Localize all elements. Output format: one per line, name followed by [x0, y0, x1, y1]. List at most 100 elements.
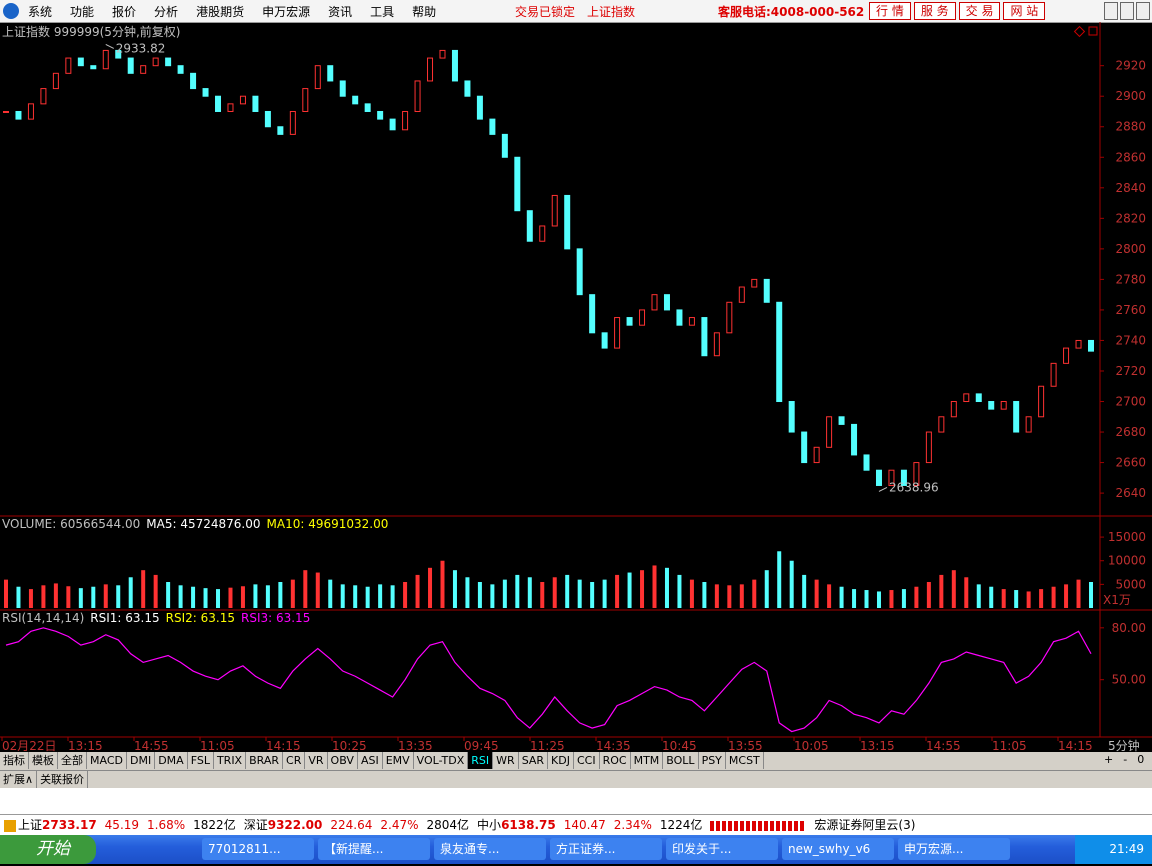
indicator-tab[interactable]: OBV — [328, 752, 358, 769]
y-tick-label: 2640 — [1115, 486, 1146, 500]
start-button[interactable]: 开始 — [0, 835, 96, 864]
candle — [539, 225, 546, 242]
volume-bar — [739, 584, 744, 608]
candle — [701, 317, 708, 357]
indicator-tab[interactable]: WR — [493, 752, 519, 769]
menu-item[interactable]: 报价 — [112, 5, 137, 19]
candle — [489, 118, 496, 135]
volume-bar — [901, 589, 906, 608]
volume-bar — [777, 551, 782, 608]
volume-bar — [714, 584, 719, 608]
volume-bar — [265, 585, 270, 608]
volume-bar — [353, 585, 358, 608]
volume-bar — [191, 586, 196, 608]
menu-item[interactable]: 分析 — [154, 5, 179, 19]
panel-control[interactable]: 0 — [1137, 753, 1145, 766]
volume-bar — [290, 579, 295, 608]
candle — [1038, 385, 1045, 418]
x-tick-label: 02月22日 — [2, 739, 57, 752]
low-label: 2638.96 — [889, 480, 939, 494]
indicator-tab[interactable]: TRIX — [214, 752, 247, 769]
indicator-tab[interactable]: CR — [283, 752, 306, 769]
task-button[interactable]: 方正证券... — [550, 838, 662, 860]
volume-bar — [590, 582, 595, 608]
menu-item[interactable]: 工具 — [370, 5, 395, 19]
sub-tab[interactable]: 扩展∧ — [0, 771, 38, 788]
candle — [27, 103, 34, 120]
task-button[interactable]: 【新提醒... — [318, 838, 430, 860]
indicator-tab[interactable]: FSL — [188, 752, 214, 769]
indicator-tab[interactable]: ROC — [600, 752, 631, 769]
volume-bar — [278, 582, 283, 608]
candle — [1063, 347, 1070, 364]
x-tick-label: 09:45 — [464, 739, 499, 752]
candle — [327, 65, 334, 82]
task-button[interactable]: 77012811... — [202, 838, 314, 860]
indicator-tab[interactable]: KDJ — [548, 752, 574, 769]
top-button[interactable]: 网 站 — [1003, 2, 1046, 20]
market-change: 224.64 — [330, 818, 373, 832]
close[interactable] — [1136, 2, 1150, 20]
candle — [252, 95, 259, 112]
indicator-tab[interactable]: RSI — [468, 752, 494, 769]
indicator-tab[interactable]: DMA — [155, 752, 188, 769]
top-button[interactable]: 服 务 — [913, 2, 956, 20]
panel-control[interactable]: - — [1123, 753, 1128, 766]
menu-item[interactable]: 申万宏源 — [262, 5, 311, 19]
top-button[interactable]: 行 情 — [869, 2, 911, 20]
indicator-tab[interactable]: MCST — [726, 752, 764, 769]
restore[interactable] — [1120, 2, 1134, 20]
volume-bar — [527, 577, 532, 608]
candle — [227, 103, 234, 112]
candle — [988, 401, 995, 410]
indicator-tab[interactable]: 全部 — [58, 752, 87, 769]
indicator-tab[interactable]: MTM — [631, 752, 664, 769]
indicator-tab[interactable]: VOL-TDX — [414, 752, 469, 769]
minimize[interactable] — [1104, 2, 1118, 20]
top-button[interactable]: 交 易 — [958, 2, 1001, 20]
menu-item[interactable]: 港股期货 — [196, 5, 245, 19]
candle — [564, 194, 571, 250]
indicator-tab[interactable]: ASI — [358, 752, 383, 769]
candle — [589, 294, 596, 334]
task-button[interactable]: new_swhy_v6 — [782, 838, 894, 860]
volume-bar — [789, 560, 794, 608]
indicator-tab[interactable]: PSY — [699, 752, 726, 769]
candle — [239, 95, 246, 105]
indicator-tab[interactable]: MACD — [87, 752, 127, 769]
volume-bar — [78, 588, 83, 608]
indicator-tab[interactable]: 模板 — [29, 752, 58, 769]
sub-tab[interactable]: 关联报价 — [37, 771, 89, 788]
volume-bar — [852, 589, 857, 608]
menu-item[interactable]: 系统 — [28, 5, 53, 19]
y-tick-label: 2800 — [1115, 242, 1146, 256]
volume-bar — [490, 584, 495, 608]
indicator-tab[interactable]: BRAR — [246, 752, 284, 769]
task-button[interactable]: 泉友通专... — [434, 838, 546, 860]
indicator-tab[interactable]: CCI — [574, 752, 600, 769]
task-button[interactable]: 印发关于... — [666, 838, 778, 860]
menu-item[interactable]: 功能 — [70, 5, 95, 19]
indicator-tab[interactable]: DMI — [127, 752, 156, 769]
indicator-tab[interactable]: VR — [305, 752, 328, 769]
x-tick-label: 13:35 — [398, 739, 433, 752]
volume-bar — [415, 574, 420, 608]
volume-bar — [253, 584, 258, 608]
candle — [900, 469, 907, 486]
volume-bar — [864, 590, 869, 608]
indicator-tab[interactable]: 指标 — [0, 752, 29, 769]
indicator-tab[interactable]: SAR — [519, 752, 549, 769]
panel-control[interactable]: + — [1104, 753, 1114, 766]
high-label: 2933.82 — [116, 41, 166, 55]
volume-bar — [340, 584, 345, 608]
current-index: 上证指数 — [587, 5, 636, 19]
candle — [913, 462, 920, 486]
volume-bar — [328, 579, 333, 608]
menu-item[interactable]: 帮助 — [412, 5, 437, 19]
indicator-tab[interactable]: EMV — [383, 752, 414, 769]
candle — [339, 80, 346, 97]
volume-bar — [1089, 582, 1093, 608]
indicator-tab[interactable]: BOLL — [663, 752, 699, 769]
menu-item[interactable]: 资讯 — [328, 5, 353, 19]
task-button[interactable]: 申万宏源... — [898, 838, 1010, 860]
